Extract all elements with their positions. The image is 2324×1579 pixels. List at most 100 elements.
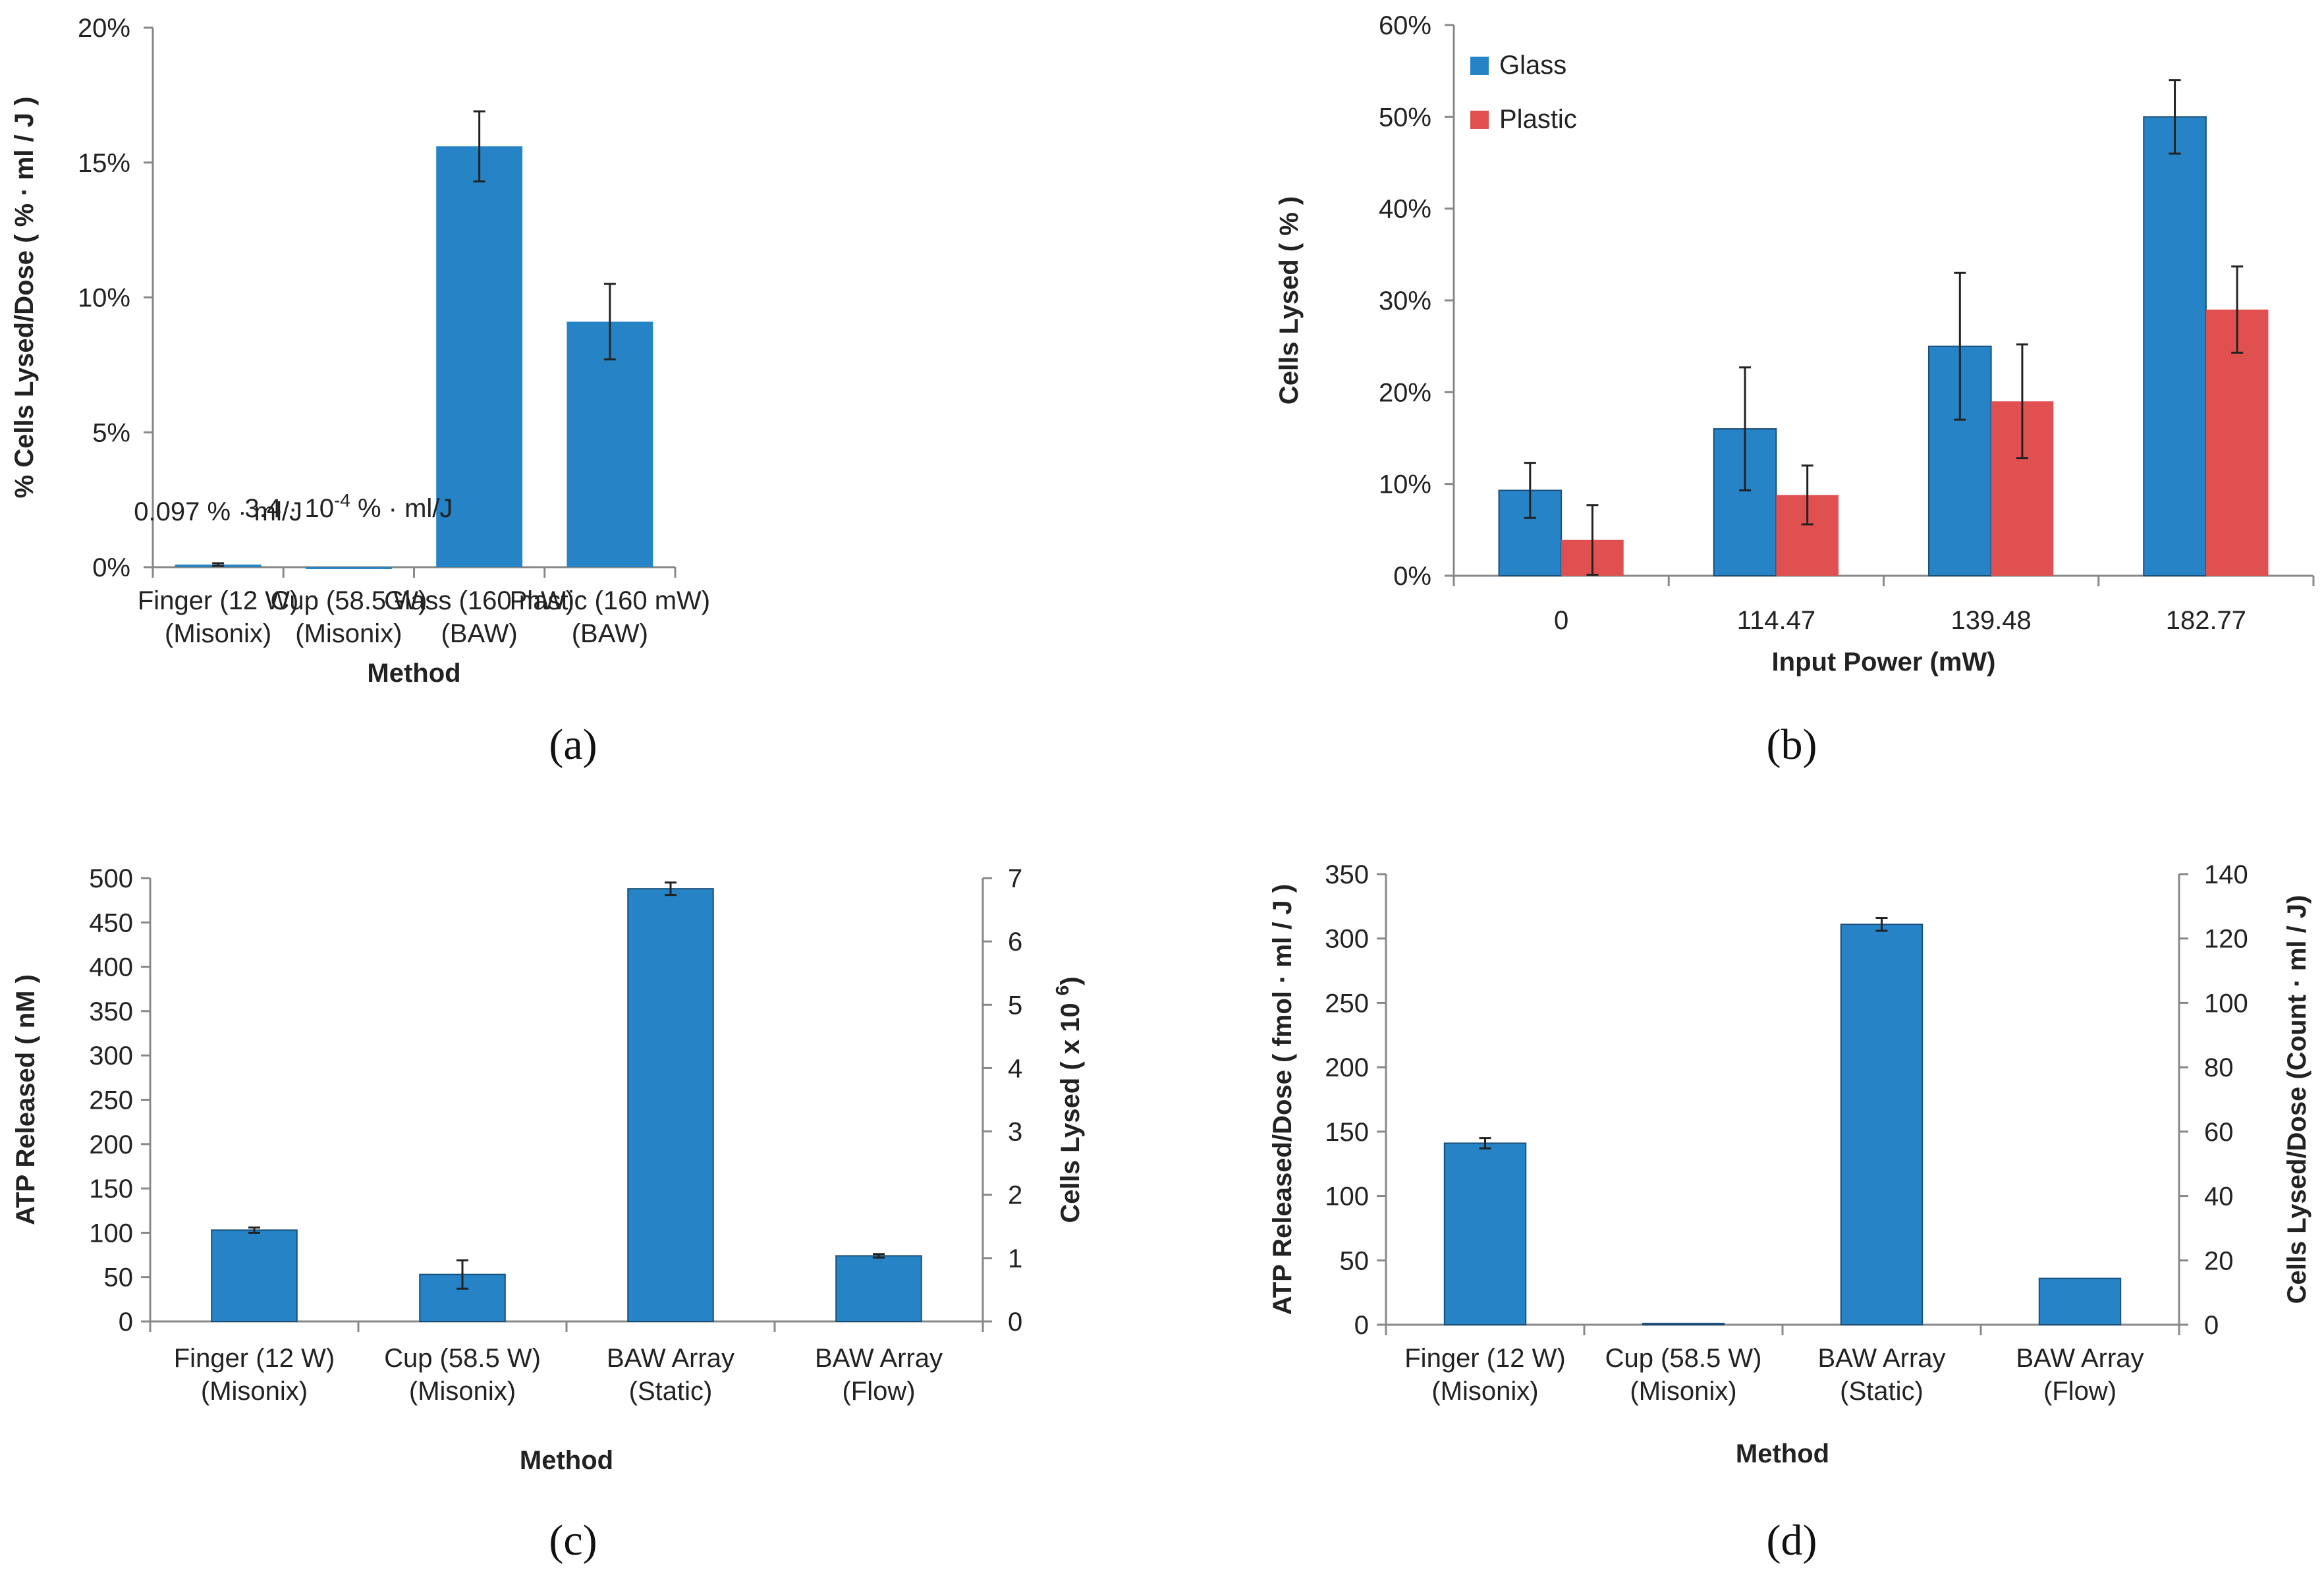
secondary-y-tick-label: 40 bbox=[2204, 1182, 2234, 1211]
y-tick-label: 350 bbox=[1325, 860, 1369, 889]
x-category-label: BAW Array bbox=[815, 1344, 943, 1373]
y-axis-title: Cells Lysed ( % ) bbox=[1275, 196, 1304, 404]
legend-label: Plastic bbox=[1499, 105, 1577, 134]
x-category-label: Finger (12 W) bbox=[138, 586, 299, 615]
chart-b: 0% 10% 20% 30% 40% 50% 60% 0 114.47 139.48 182.77 I… bbox=[1275, 11, 2315, 769]
x-category-label: BAW Array bbox=[607, 1344, 734, 1373]
bar bbox=[1443, 1142, 1527, 1325]
secondary-y-axis-title-base: Cells Lysed ( x 10 bbox=[1056, 995, 1085, 1223]
x-category-label: BAW Array bbox=[2016, 1344, 2144, 1373]
secondary-y-tick-label: 7 bbox=[1008, 864, 1022, 893]
secondary-y-axis-title-exponent: 6 bbox=[1052, 985, 1072, 996]
bar bbox=[567, 321, 653, 567]
y-tick-label: 0 bbox=[1354, 1311, 1369, 1340]
x-category-label: (BAW) bbox=[572, 619, 648, 648]
x-category-label: Cup (58.5 W) bbox=[270, 586, 427, 615]
y-tick-label: 50 bbox=[1340, 1246, 1370, 1275]
x-category-label: (Flow) bbox=[2043, 1377, 2116, 1406]
x-category-label: (Misonix) bbox=[295, 619, 402, 648]
x-category-label: (Misonix) bbox=[201, 1377, 308, 1406]
x-category-label: (Flow) bbox=[842, 1377, 915, 1406]
x-category-label: Cup (58.5 W) bbox=[384, 1344, 541, 1373]
secondary-y-tick-label: 6 bbox=[1008, 928, 1022, 956]
bar bbox=[627, 888, 714, 1322]
y-tick-label: 100 bbox=[1325, 1182, 1369, 1211]
secondary-y-tick-label: 1 bbox=[1008, 1244, 1022, 1273]
x-category-label: Finger (12 W) bbox=[174, 1344, 335, 1373]
y-tick-label: 500 bbox=[89, 864, 133, 893]
y-tick-label: 5% bbox=[92, 418, 130, 447]
secondary-y-tick-label: 5 bbox=[1008, 991, 1022, 1020]
x-category-label: (Misonix) bbox=[165, 619, 271, 648]
y-axis-title: ATP Released ( nM ) bbox=[11, 974, 40, 1225]
x-category-label: (Misonix) bbox=[1630, 1377, 1736, 1406]
y-tick-label: 200 bbox=[89, 1130, 133, 1159]
bar bbox=[1642, 1323, 1725, 1326]
bar-glass bbox=[2143, 116, 2207, 577]
y-tick-label: 300 bbox=[1325, 925, 1369, 954]
y-tick-label: 100 bbox=[89, 1219, 133, 1248]
y-tick-label: 60% bbox=[1379, 11, 1431, 40]
x-category-label: Glass (160 mW) bbox=[384, 586, 574, 615]
x-axis-title: Method bbox=[1736, 1439, 1829, 1468]
annotation-base: 3.4 · 10 bbox=[244, 494, 334, 523]
x-axis-title: Input Power (mW) bbox=[1772, 648, 1996, 677]
x-category-label: (Misonix) bbox=[1431, 1377, 1538, 1406]
panel-caption: (a) bbox=[549, 721, 597, 769]
panel-caption: (d) bbox=[1767, 1516, 1817, 1565]
panel-caption: (c) bbox=[549, 1516, 597, 1565]
bar bbox=[211, 1229, 298, 1323]
x-category-label: (Static) bbox=[629, 1377, 713, 1406]
bar bbox=[305, 567, 392, 569]
y-tick-label: 10% bbox=[78, 284, 130, 313]
bar-plastic bbox=[2205, 309, 2269, 576]
x-category-label: 139.48 bbox=[1950, 606, 2031, 635]
annotation-units: % · ml/J bbox=[350, 494, 453, 523]
y-tick-label: 50 bbox=[104, 1263, 134, 1292]
secondary-y-tick-label: 3 bbox=[1008, 1118, 1022, 1147]
y-tick-label: 50% bbox=[1379, 103, 1431, 132]
bar bbox=[2038, 1277, 2122, 1326]
secondary-y-tick-label: 4 bbox=[1008, 1054, 1022, 1083]
x-category-label: Cup (58.5 W) bbox=[1605, 1344, 1762, 1373]
secondary-y-tick-label: 80 bbox=[2204, 1053, 2234, 1082]
chart-a: 0% 5% 10% 15% 20% Finger (12 W) (Misonix) Cup (… bbox=[10, 14, 710, 769]
secondary-y-tick-label: 100 bbox=[2204, 989, 2248, 1018]
y-tick-label: 20% bbox=[1379, 378, 1431, 407]
bar-annotation: 0.097 % · ml/J bbox=[134, 497, 302, 526]
y-tick-label: 30% bbox=[1379, 287, 1431, 316]
y-tick-label: 15% bbox=[78, 149, 130, 178]
annotation-exponent: -4 bbox=[334, 490, 350, 511]
secondary-y-axis-title: Cells Lysed/Dose (Count · ml / J) bbox=[2282, 895, 2311, 1304]
y-tick-label: 350 bbox=[89, 997, 133, 1026]
x-category-label: 182.77 bbox=[2166, 606, 2246, 635]
y-tick-label: 200 bbox=[1325, 1053, 1369, 1082]
bar bbox=[436, 146, 523, 567]
y-tick-label: 400 bbox=[89, 953, 133, 982]
y-tick-label: 0% bbox=[92, 553, 130, 582]
y-axis-title: % Cells Lysed/Dose ( % · ml / J ) bbox=[10, 97, 39, 499]
x-category-label: 0 bbox=[1554, 606, 1568, 635]
y-tick-label: 150 bbox=[1325, 1118, 1369, 1147]
secondary-y-tick-label: 120 bbox=[2204, 925, 2248, 954]
y-tick-label: 20% bbox=[78, 14, 130, 43]
y-tick-label: 0 bbox=[119, 1308, 133, 1337]
secondary-y-axis-title-end: ) bbox=[1056, 976, 1085, 985]
x-category-label: BAW Array bbox=[1817, 1344, 1945, 1373]
y-tick-label: 10% bbox=[1379, 470, 1431, 499]
y-tick-label: 250 bbox=[1325, 989, 1369, 1018]
x-category-label: (Misonix) bbox=[409, 1377, 516, 1406]
y-tick-label: 150 bbox=[89, 1175, 133, 1204]
secondary-y-tick-label: 20 bbox=[2204, 1246, 2234, 1275]
chart-d: 0 50 100 150 200 250 300 350 0 20 40 60 80 100 120 140 F… bbox=[1268, 860, 2311, 1565]
x-category-label: (Static) bbox=[1840, 1377, 1923, 1406]
secondary-y-tick-label: 0 bbox=[2204, 1311, 2219, 1340]
bar-annotation: 3.4 · 10-4 % · ml/J bbox=[244, 490, 453, 523]
secondary-y-axis-title: Cells Lysed ( x 10 6) bbox=[1052, 976, 1085, 1223]
y-tick-label: 300 bbox=[89, 1041, 133, 1070]
y-tick-label: 0% bbox=[1393, 562, 1431, 591]
x-category-label: (BAW) bbox=[441, 619, 517, 648]
y-tick-label: 40% bbox=[1379, 195, 1431, 224]
secondary-y-tick-label: 0 bbox=[1008, 1308, 1022, 1337]
